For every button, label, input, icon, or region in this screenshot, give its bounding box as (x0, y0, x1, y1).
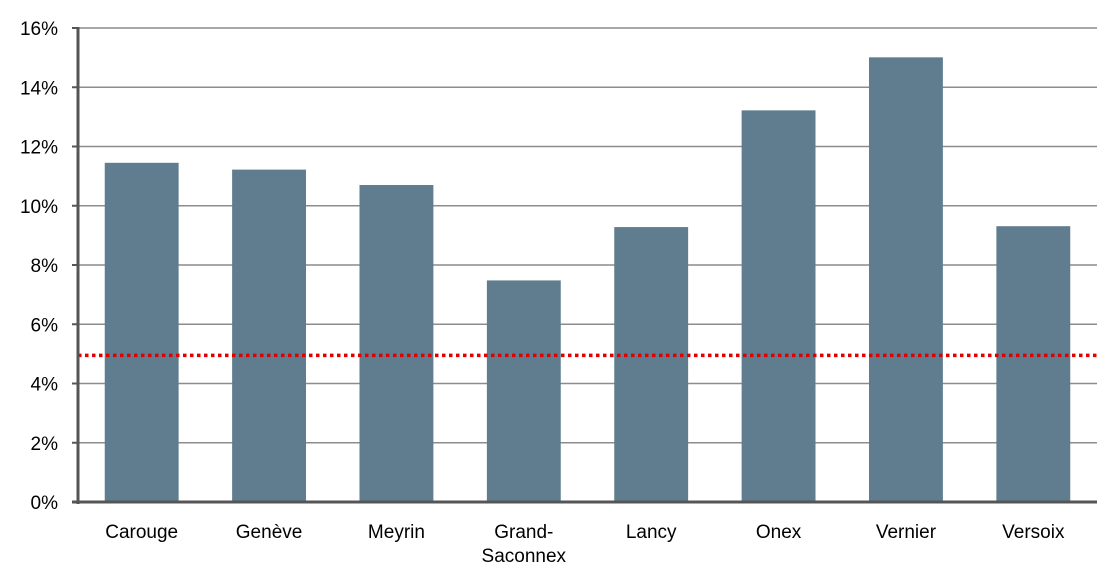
x-category-label: Lancy (626, 522, 677, 543)
y-tick-label: 2% (31, 434, 59, 455)
y-tick-label: 4% (31, 375, 59, 396)
axes (72, 27, 1097, 504)
y-tick-label: 12% (20, 138, 58, 159)
y-tick-labels: 0% 2% 4% 6% 8% 10% 12% 14% 16% (20, 19, 58, 514)
x-category-label: Grand-Saconnex (482, 522, 567, 567)
x-category-label: Genève (236, 522, 303, 543)
y-tick-label: 6% (31, 315, 59, 336)
bar (868, 57, 943, 503)
x-category-label: Versoix (1002, 522, 1065, 543)
bar (359, 185, 434, 502)
y-tick-label: 8% (31, 256, 59, 277)
x-category-label: Carouge (105, 522, 178, 543)
x-category-labels: Carouge Genève Meyrin Grand-Saconnex Lancy On… (105, 522, 1065, 567)
bar (741, 110, 816, 503)
y-tick-label: 16% (20, 19, 58, 40)
bar (104, 162, 179, 502)
x-category-label: Vernier (876, 522, 937, 543)
y-tick-label: 10% (20, 197, 58, 218)
y-tick-label: 14% (20, 78, 58, 99)
bar (996, 226, 1071, 502)
bar (232, 169, 307, 503)
bar (486, 280, 561, 502)
gridlines (78, 27, 1097, 444)
bar (614, 227, 689, 502)
y-tick-label: 0% (31, 493, 59, 514)
bars (104, 57, 1071, 503)
x-category-label: Meyrin (368, 522, 425, 543)
x-category-label: Onex (756, 522, 802, 543)
